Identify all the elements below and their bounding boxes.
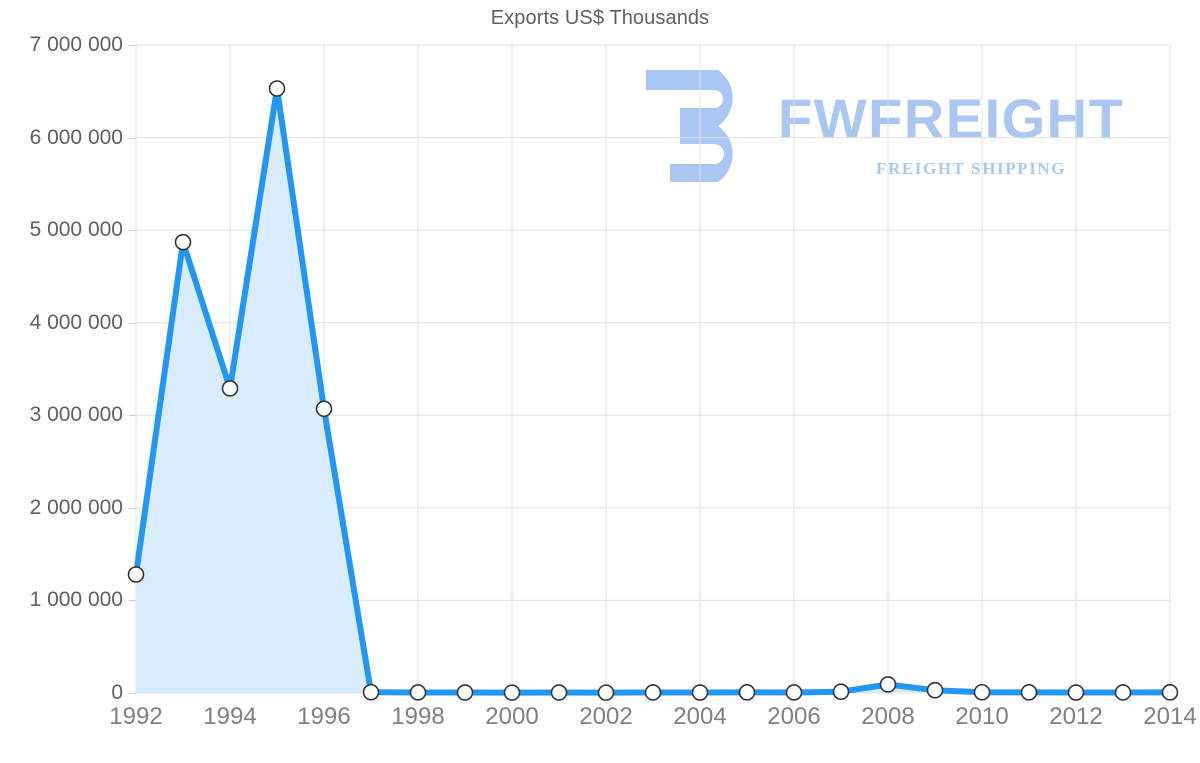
data-point-marker[interactable] <box>174 233 192 251</box>
chart-title: Exports US$ Thousands <box>490 7 710 29</box>
data-point-marker[interactable] <box>1020 684 1038 701</box>
y-axis-tick-label: 2 000 000 <box>29 495 123 519</box>
x-axis-tick-label: 2010 <box>955 703 1009 730</box>
data-point-marker[interactable] <box>550 684 568 701</box>
data-point-marker[interactable] <box>973 683 991 701</box>
exports-series <box>127 80 1179 701</box>
data-point-marker[interactable] <box>315 400 333 418</box>
data-point-marker[interactable] <box>879 676 897 693</box>
data-point-marker[interactable] <box>362 683 380 701</box>
data-point-marker[interactable] <box>644 684 662 701</box>
plot-area <box>127 44 1179 701</box>
y-axis-tick-label: 4 000 000 <box>29 310 123 334</box>
y-axis-tick-label: 5 000 000 <box>29 218 123 242</box>
x-axis-tick-label: 2002 <box>579 703 633 730</box>
x-axis-tick-label: 1998 <box>391 703 445 730</box>
data-point-marker[interactable] <box>832 683 850 701</box>
y-axis-tick-mark <box>129 600 136 602</box>
data-point-marker[interactable] <box>1161 684 1179 701</box>
data-point-marker[interactable] <box>785 684 803 701</box>
y-axis-tick-mark <box>129 45 136 46</box>
x-axis-tick-label: 2008 <box>861 703 915 730</box>
gridlines <box>135 44 1171 694</box>
x-axis-tick-label: 2014 <box>1143 703 1197 730</box>
y-axis-tick-mark <box>129 693 136 694</box>
data-point-marker[interactable] <box>926 681 944 699</box>
data-point-marker[interactable] <box>268 80 286 97</box>
y-axis-tick-mark <box>129 322 136 324</box>
x-axis-tick-label: 2000 <box>485 703 539 730</box>
data-point-marker[interactable] <box>597 684 615 701</box>
y-axis-tick-label: 1 000 000 <box>29 588 123 612</box>
y-axis-tick-label: 6 000 000 <box>29 125 123 149</box>
data-point-marker[interactable] <box>738 684 756 701</box>
data-point-marker[interactable] <box>127 566 145 583</box>
y-axis-tick-mark <box>129 415 136 417</box>
data-point-marker[interactable] <box>221 380 239 397</box>
y-axis-tick-mark <box>129 507 136 509</box>
y-axis-tick-label: 3 000 000 <box>29 403 123 427</box>
data-point-marker[interactable] <box>409 684 427 701</box>
y-axis-tick-mark <box>129 137 136 139</box>
y-axis-tick-mark <box>129 230 136 232</box>
x-axis-tick-label: 1992 <box>109 703 163 730</box>
y-axis-tick-label: 7 000 000 <box>29 33 123 56</box>
x-axis-tick-label: 1996 <box>297 703 351 730</box>
data-point-marker[interactable] <box>1114 684 1132 701</box>
x-axis-tick-label: 2012 <box>1049 703 1103 730</box>
x-axis-tick-label: 2006 <box>767 703 821 730</box>
data-point-marker[interactable] <box>456 684 474 701</box>
data-point-marker[interactable] <box>503 684 521 701</box>
y-axis-tick-label: 0 <box>111 681 123 704</box>
x-axis-tick-label: 1994 <box>203 703 257 730</box>
area-fill <box>136 88 1170 693</box>
x-axis-tick-label: 2004 <box>673 703 727 730</box>
data-point-marker[interactable] <box>1067 684 1085 701</box>
data-point-marker[interactable] <box>691 684 709 701</box>
